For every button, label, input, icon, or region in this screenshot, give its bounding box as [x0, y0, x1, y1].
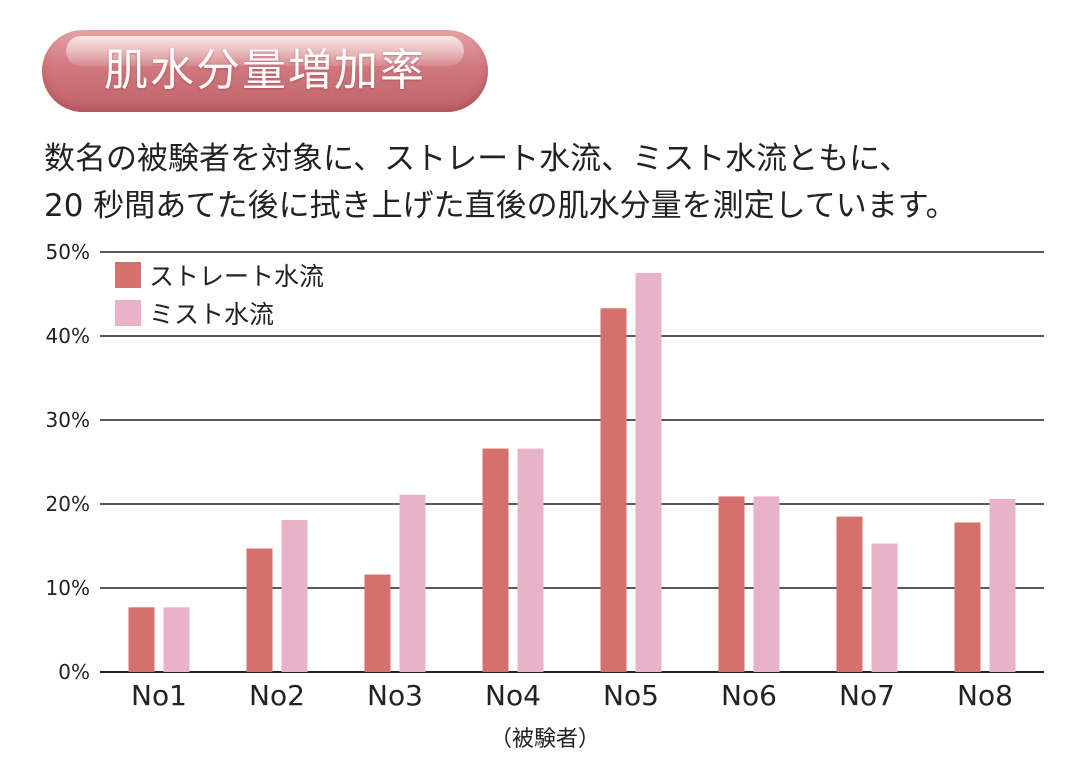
x-category-label: No8 [957, 679, 1013, 712]
y-tick-label: 40% [46, 324, 90, 348]
y-tick-label: 30% [46, 408, 90, 432]
description-line-2: 20 秒間あてた後に拭き上げた直後の肌水分量を測定しています。 [44, 188, 957, 224]
x-category-label: No2 [249, 679, 305, 712]
x-category-label: No3 [367, 679, 423, 712]
bar-No5-series-1 [600, 308, 627, 672]
x-category-label: No1 [131, 679, 187, 712]
bar-No8-series-1 [954, 522, 981, 672]
x-category-label: No5 [603, 679, 659, 712]
x-category-labels: No1 No2 No3 No4 No5 No6 No7 No8 [131, 679, 1013, 712]
description: 数名の被験者を対象に、ストレート水流、ミスト水流ともに、 20 秒間あてた後に拭… [44, 136, 1074, 230]
legend-swatch [115, 300, 141, 326]
legend-label: ストレート水流 [149, 262, 324, 291]
y-tick-label: 0% [58, 660, 90, 684]
bar-No8-series-2 [989, 498, 1016, 672]
bar-No3-series-2 [399, 494, 426, 672]
title-pill: 肌水分量増加率 [42, 30, 488, 112]
legend-label: ミスト水流 [149, 300, 274, 329]
page-title: 肌水分量増加率 [104, 45, 426, 96]
x-category-label: No7 [839, 679, 895, 712]
y-tick-label: 50% [46, 240, 90, 264]
y-tick-label: 10% [46, 576, 90, 600]
bar-No2-series-1 [246, 548, 273, 672]
bars [128, 273, 1016, 672]
bar-No4-series-1 [482, 448, 509, 672]
bar-No5-series-2 [635, 273, 662, 672]
bar-No2-series-2 [281, 519, 308, 672]
x-category-label: No6 [721, 679, 777, 712]
bar-No3-series-1 [364, 574, 391, 672]
legend-swatch [115, 262, 141, 288]
bar-No7-series-1 [836, 516, 863, 672]
x-category-label: No4 [485, 679, 541, 712]
bar-No6-series-2 [753, 496, 780, 672]
y-tick-labels: 0% 10% 20% 30% 40% 50% [46, 240, 90, 684]
bar-No1-series-1 [128, 607, 155, 672]
bar-No6-series-1 [718, 496, 745, 672]
y-tick-label: 20% [46, 492, 90, 516]
bar-No1-series-2 [163, 607, 190, 672]
description-line-1: 数名の被験者を対象に、ストレート水流、ミスト水流ともに、 [44, 141, 911, 177]
x-axis-label: （被験者） [490, 727, 600, 752]
bar-No7-series-2 [871, 543, 898, 672]
bar-No4-series-2 [517, 448, 544, 672]
